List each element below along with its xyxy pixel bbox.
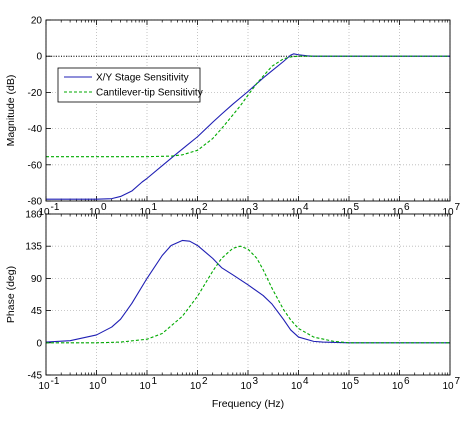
- phase-x-tick-exponent: 6: [404, 376, 410, 387]
- magnitude-x-tick-exponent: 0: [101, 202, 107, 213]
- magnitude-y-tick-label: 0: [36, 52, 42, 63]
- magnitude-x-tick-exponent: -1: [51, 202, 60, 213]
- phase-x-axis-label: Frequency (Hz): [212, 398, 284, 410]
- phase-axes-frame: [45, 213, 451, 376]
- phase-x-tick-exponent: 4: [303, 376, 309, 387]
- phase-series-cantilever-tip-sensitivity-line: [46, 245, 450, 344]
- magnitude-x-tick-exponent: 4: [303, 202, 309, 213]
- magnitude-series-cantilever-tip-sensitivity-line: [46, 55, 450, 158]
- magnitude-x-tick-exponent: 7: [455, 202, 461, 213]
- magnitude-y-tick-label: -80: [28, 197, 43, 208]
- phase-y-tick-label: 0: [36, 338, 42, 349]
- phase-plot-area: [46, 214, 450, 375]
- magnitude-y-tick-label: -20: [28, 88, 43, 99]
- phase-x-tick-label: 10: [341, 381, 353, 392]
- phase-x-tick-label: 10: [190, 381, 202, 392]
- magnitude-x-tick-label: 10: [38, 207, 50, 218]
- magnitude-x-tick-label: 10: [442, 207, 454, 218]
- magnitude-x-tick-label: 10: [240, 207, 252, 218]
- magnitude-x-tick-label: 10: [190, 207, 202, 218]
- magnitude-x-tick-exponent: 6: [404, 202, 410, 213]
- legend-box: [57, 67, 201, 103]
- phase-x-tick-exponent: 0: [101, 376, 107, 387]
- phase-x-tick-label: 10: [89, 381, 101, 392]
- phase-series-xy-stage-sensitivity-line: [45, 239, 450, 344]
- magnitude-x-tick-label: 10: [89, 207, 101, 218]
- phase-y-tick-label: 90: [31, 274, 43, 285]
- phase-x-tick-exponent: 1: [152, 376, 158, 387]
- magnitude-y-tick-label: -40: [28, 124, 43, 135]
- phase-y-axis-label: Phase (deg): [5, 266, 17, 323]
- phase-y-tick-label: 45: [31, 306, 43, 317]
- magnitude-axes-frame: [45, 19, 451, 202]
- phase-x-tick-label: 10: [392, 381, 404, 392]
- phase-x-tick-exponent: 2: [202, 376, 208, 387]
- phase-x-tick-label: 10: [38, 381, 50, 392]
- magnitude-x-tick-exponent: 5: [354, 202, 360, 213]
- legend-label-xy-stage-sensitivity: X/Y Stage Sensitivity: [96, 73, 189, 84]
- phase-y-tick-label: 180: [25, 210, 42, 221]
- phase-x-tick-exponent: -1: [51, 376, 60, 387]
- phase-x-tick-exponent: 3: [253, 376, 259, 387]
- magnitude-x-tick-label: 10: [392, 207, 404, 218]
- phase-y-tick-label: -45: [28, 371, 43, 382]
- magnitude-x-tick-exponent: 3: [253, 202, 259, 213]
- magnitude-y-axis-label: Magnitude (dB): [5, 75, 17, 147]
- phase-x-tick-label: 10: [442, 381, 454, 392]
- legend-label-cantilever-tip-sensitivity: Cantilever-tip Sensitivity: [96, 88, 203, 99]
- phase-x-tick-label: 10: [240, 381, 252, 392]
- magnitude-y-tick-label: -60: [28, 160, 43, 171]
- phase-y-tick-label: 135: [25, 242, 42, 253]
- phase-x-tick-label: 10: [291, 381, 303, 392]
- magnitude-x-tick-label: 10: [139, 207, 151, 218]
- phase-x-tick-exponent: 5: [354, 376, 360, 387]
- magnitude-x-tick-label: 10: [341, 207, 353, 218]
- phase-x-tick-exponent: 7: [455, 376, 461, 387]
- phase-x-tick-label: 10: [139, 381, 151, 392]
- magnitude-x-tick-exponent: 2: [202, 202, 208, 213]
- magnitude-x-tick-exponent: 1: [152, 202, 158, 213]
- magnitude-y-tick-label: 20: [31, 16, 43, 27]
- magnitude-x-tick-label: 10: [291, 207, 303, 218]
